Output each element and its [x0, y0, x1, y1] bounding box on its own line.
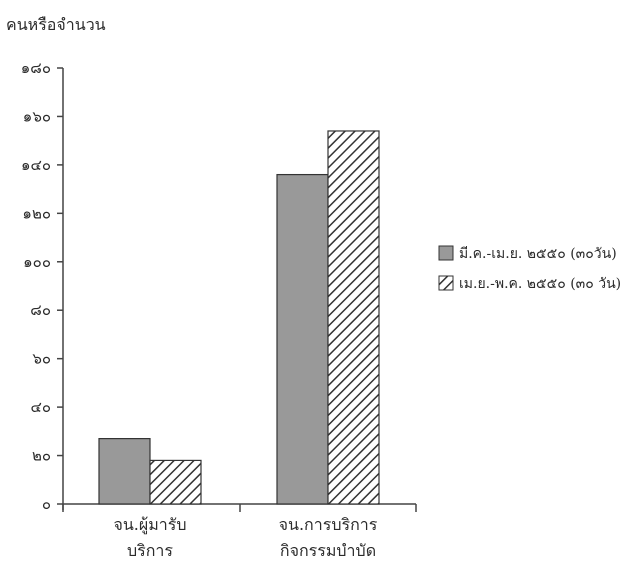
y-tick-label: ๘๐	[30, 301, 51, 319]
y-tick-label: ๔๐	[30, 398, 51, 416]
bars	[98, 130, 380, 505]
bar-series-1-category-1	[98, 438, 151, 505]
y-tick-label: ๑๖๐	[23, 107, 51, 125]
bar-series-2-category-2	[327, 130, 380, 505]
x-tick-label: จน.การบริการ	[279, 515, 378, 534]
y-tick-label: ๐	[42, 495, 51, 513]
x-tick-label: บริการ	[127, 541, 173, 560]
x-tick-label: กิจกรรมบำบัด	[280, 541, 376, 560]
y-tick-label: ๑๐๐	[23, 253, 51, 271]
bar-series-1-category-2	[276, 173, 329, 505]
y-tick-label: ๒๐	[32, 447, 51, 465]
x-tick-labels: จน.ผู้มารับบริการ จน.การบริการกิจกรรมบำบั…	[113, 515, 377, 560]
y-ticks: ๐ ๒๐ ๔๐ ๖๐ ๘๐ ๑๐๐ ๑๒๐ ๑๔๐ ๑๖๐ ๑๘๐	[21, 59, 63, 513]
bar-series-2-category-1	[149, 459, 202, 505]
y-tick-label: ๑๘๐	[21, 59, 51, 77]
y-tick-label: ๑๒๐	[22, 204, 51, 222]
x-tick-label: จน.ผู้มารับ	[113, 515, 186, 535]
legend-swatch	[438, 245, 454, 261]
y-tick-label: ๖๐	[32, 350, 51, 368]
legend: มี.ค.-เม.ย. ๒๕๕๐ (๓๐วัน) เม.ย.-พ.ค. ๒๕๕๐ …	[438, 245, 621, 292]
legend-label: มี.ค.-เม.ย. ๒๕๕๐ (๓๐วัน)	[459, 246, 617, 262]
y-axis-label: คนหรือจำนวน	[6, 15, 106, 34]
legend-label: เม.ย.-พ.ค. ๒๕๕๐ (๓๐ วัน)	[459, 276, 621, 292]
y-tick-label: ๑๔๐	[21, 156, 51, 174]
legend-swatch	[438, 275, 454, 291]
